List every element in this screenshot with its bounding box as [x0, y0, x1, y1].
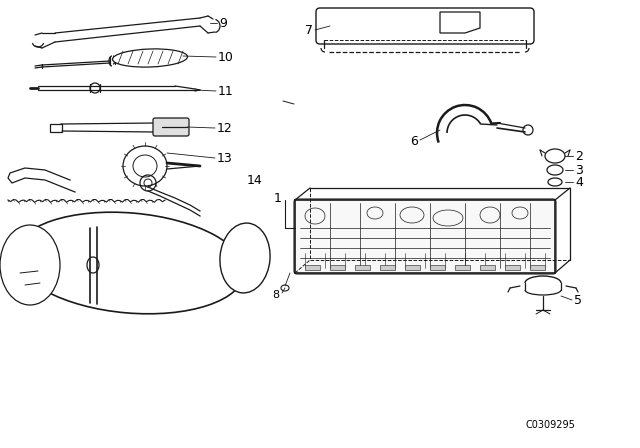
Bar: [480, 265, 495, 270]
Ellipse shape: [113, 49, 188, 67]
Bar: [530, 265, 545, 270]
Bar: [430, 265, 445, 270]
Text: 9: 9: [219, 17, 227, 30]
Bar: [305, 265, 320, 270]
Ellipse shape: [0, 225, 60, 305]
Ellipse shape: [15, 212, 244, 314]
Text: 10: 10: [218, 51, 234, 64]
Text: 4: 4: [575, 176, 583, 189]
Text: 7: 7: [305, 23, 313, 36]
Text: 3: 3: [575, 164, 583, 177]
Text: C0309295: C0309295: [525, 420, 575, 430]
FancyBboxPatch shape: [153, 118, 189, 136]
Bar: [405, 265, 420, 270]
Bar: [50, 124, 62, 132]
Text: 12: 12: [217, 121, 233, 134]
Bar: [505, 265, 520, 270]
Bar: [330, 265, 345, 270]
Text: 11: 11: [218, 85, 234, 98]
FancyBboxPatch shape: [316, 8, 534, 44]
Text: 6: 6: [410, 134, 418, 147]
Bar: [455, 265, 470, 270]
Polygon shape: [440, 12, 480, 33]
Text: 8: 8: [272, 290, 279, 300]
Bar: [355, 265, 370, 270]
Text: 1: 1: [274, 191, 282, 204]
Ellipse shape: [220, 223, 270, 293]
Text: 13: 13: [217, 151, 233, 164]
Text: 2: 2: [575, 150, 583, 163]
Text: 14: 14: [247, 173, 263, 186]
FancyBboxPatch shape: [294, 199, 556, 274]
Bar: [380, 265, 395, 270]
Text: 5: 5: [574, 294, 582, 307]
